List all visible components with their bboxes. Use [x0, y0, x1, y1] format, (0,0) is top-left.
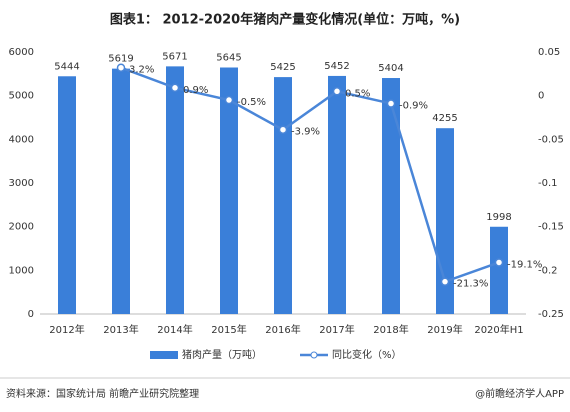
bar-label: 5404: [378, 63, 403, 74]
bar: [166, 66, 184, 314]
y-tick-label: 2000: [9, 222, 34, 233]
credit: @前瞻经济学人APP: [475, 387, 564, 400]
line-label: 0.5%: [345, 88, 370, 99]
line-point: [386, 99, 396, 108]
x-tick-label: 2014年: [157, 323, 192, 336]
y2-tick-label: -0.15: [538, 222, 564, 233]
line: [120, 66, 500, 284]
y2-tick-label: -0.05: [538, 134, 564, 145]
bar-label: 4255: [432, 113, 457, 124]
legend-swatch: [150, 351, 178, 359]
line-point: [224, 95, 234, 105]
x-tick-label: 2012年: [49, 323, 84, 336]
y2-tick-label: -0.1: [538, 178, 558, 189]
line-label: -0.9%: [399, 101, 428, 112]
bar: [328, 75, 346, 314]
bar-label: 5444: [54, 61, 79, 72]
bar-label: 5425: [270, 62, 295, 73]
x-tick-label: 2013年: [103, 323, 138, 336]
line-point: [116, 63, 126, 72]
y2-tick-label: -0.25: [538, 309, 564, 320]
y2-tick-label: 0: [538, 91, 544, 102]
y2-tick-label: -0.2: [538, 265, 558, 276]
x-tick-label: 2020年H1: [474, 323, 523, 336]
y-tick-label: 5000: [9, 91, 34, 102]
x-tick-label: 2015年: [211, 323, 246, 336]
x-tick-label: 2017年: [319, 323, 354, 336]
bar-label: 5452: [324, 61, 349, 72]
bar-label: 5645: [216, 53, 241, 64]
line-label: -21.3%: [453, 279, 488, 290]
line-label: 3.2%: [129, 65, 154, 76]
line-label: -3.9%: [291, 127, 320, 138]
bar: [436, 128, 454, 314]
y-tick-label: 6000: [9, 47, 34, 58]
bar: [58, 76, 76, 315]
line-label: 0.9%: [183, 85, 208, 96]
y-tick-label: 0: [28, 309, 34, 320]
source: 资料来源：国家统计局 前瞻产业研究院整理: [6, 387, 199, 400]
chart-title: 图表1： 2012-2020年猪肉产量变化情况(单位：万吨，%): [110, 12, 460, 28]
line-point: [170, 83, 180, 93]
line-label: -0.5%: [237, 97, 266, 108]
line-point: [332, 87, 342, 96]
bar: [382, 78, 400, 314]
x-tick-label: 2019年: [427, 323, 462, 336]
legend-swatch: [310, 351, 318, 359]
bar: [220, 67, 238, 314]
bar-label: 5619: [108, 54, 133, 65]
legend-label: 同比变化（%）: [332, 348, 402, 361]
y-tick-label: 4000: [9, 134, 34, 145]
y2-tick-label: 0.05: [538, 47, 560, 58]
y-tick-label: 3000: [9, 178, 34, 189]
line-label: -19.1%: [507, 259, 542, 270]
y-tick-label: 1000: [9, 265, 34, 276]
bar: [274, 77, 292, 314]
line-point: [494, 258, 504, 267]
legend-label: 猪肉产量（万吨）: [182, 348, 262, 361]
x-tick-label: 2018年: [373, 323, 408, 336]
line-point: [278, 125, 288, 134]
bar: [112, 68, 130, 315]
bar-label: 5671: [162, 51, 187, 62]
bar-label: 1998: [486, 212, 511, 223]
line-point: [440, 277, 450, 286]
bar: [490, 226, 508, 314]
x-tick-label: 2016年: [265, 323, 300, 336]
